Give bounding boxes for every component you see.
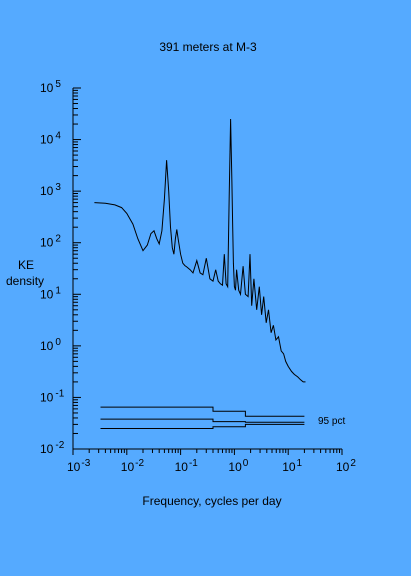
x-tick-label-base: 10 (282, 460, 296, 474)
y-tick-label: 10 -2 (40, 440, 65, 456)
x-tick-label: 102 (336, 458, 356, 474)
x-tick-labels: 10-3 10-2 10-1 100 101 102 (67, 458, 356, 474)
x-tick-label-base: 10 (67, 460, 81, 474)
y-axis-label-line-1: KE (18, 258, 34, 272)
confidence-line-middle (100, 418, 305, 423)
y-tick-label-exponent: 1 (55, 285, 61, 296)
x-tick-label-base: 10 (228, 460, 242, 474)
x-tick-label-base: 10 (336, 460, 350, 474)
x-tick-label-exponent: 0 (243, 458, 249, 469)
y-tick-label: 10 5 (40, 79, 61, 95)
y-axis-label: KE density (6, 258, 44, 288)
y-tick-label-base: 10 (40, 184, 54, 198)
y-tick-label-base: 10 (40, 339, 54, 353)
y-tick-label-base: 10 (40, 236, 54, 250)
y-tick-label-exponent: 0 (55, 337, 61, 348)
confidence-label: 95 pct (318, 416, 345, 427)
x-tick-label: 10-1 (175, 458, 199, 474)
y-tick-label-base: 10 (40, 133, 54, 147)
x-tick-label-exponent: -1 (189, 458, 198, 469)
y-minor-ticks (73, 87, 81, 450)
x-tick-label-exponent: 2 (350, 458, 356, 469)
confidence-line-upper (100, 406, 305, 417)
x-tick-label: 101 (282, 458, 302, 474)
y-tick-label-base: 10 (40, 287, 54, 301)
x-tick-label: 10-3 (67, 458, 91, 474)
y-tick-label-exponent: 2 (55, 234, 61, 245)
y-tick-label: 10 -1 (40, 388, 65, 404)
y-tick-label-base: 10 (40, 81, 54, 95)
y-tick-label-exponent: 5 (55, 79, 61, 90)
y-tick-label: 10 2 (40, 234, 61, 250)
spectrum-series-line (94, 118, 306, 383)
y-axis-label-line-2: density (6, 274, 44, 288)
x-tick-label-base: 10 (121, 460, 135, 474)
y-tick-label-base: 10 (40, 442, 54, 456)
confidence-interval-lines (100, 406, 305, 429)
x-tick-label-exponent: -3 (81, 458, 90, 469)
chart-title: 391 meters at M-3 (159, 40, 257, 54)
y-tick-label-exponent: 4 (55, 131, 61, 142)
y-tick-label-exponent: -1 (55, 388, 64, 399)
y-tick-label-base: 10 (40, 390, 54, 404)
x-tick-label-base: 10 (175, 460, 189, 474)
y-tick-label: 10 0 (40, 337, 61, 353)
y-tick-label-exponent: 3 (55, 182, 61, 193)
y-tick-label: 10 3 (40, 182, 61, 198)
confidence-line-lower (100, 423, 305, 429)
y-tick-label-exponent: -2 (55, 440, 64, 451)
x-axis-label: Frequency, cycles per day (142, 494, 281, 508)
x-minor-ticks (72, 449, 343, 455)
x-tick-label-exponent: 1 (297, 458, 303, 469)
y-tick-label: 10 1 (40, 285, 61, 301)
y-tick-label: 10 4 (40, 131, 61, 147)
x-tick-label-exponent: -2 (135, 458, 144, 469)
x-tick-label: 100 (228, 458, 248, 474)
x-tick-label: 10-2 (121, 458, 145, 474)
